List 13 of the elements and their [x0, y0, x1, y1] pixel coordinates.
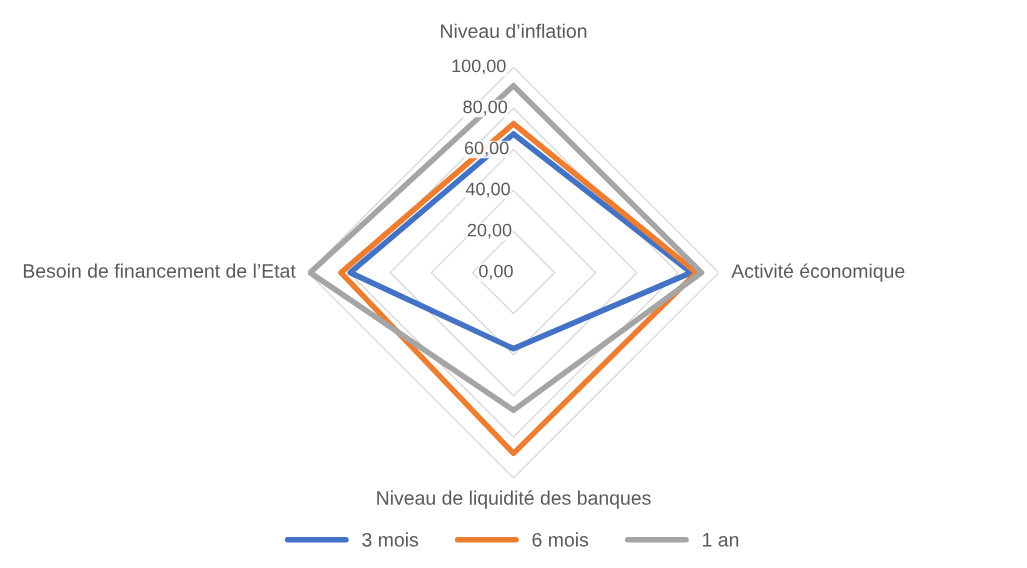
y-tick-label: 100,00 [452, 59, 506, 75]
legend-label: 3 mois [362, 532, 419, 547]
y-tick-label: 40,00 [465, 182, 510, 198]
y-tick-label: 80,00 [463, 100, 508, 116]
y-tick-label: 0,00 [479, 264, 513, 280]
spoke-label: Activité économique [731, 263, 905, 282]
spoke-label: Besoin de financement de l’Etat [23, 263, 296, 278]
spoke-label: Niveau de liquidité des banques [377, 490, 651, 509]
legend-label: 6 mois [532, 532, 589, 547]
legend-label: 1 an [703, 533, 739, 547]
spoke-label: Niveau d’inflation [441, 23, 587, 39]
y-tick-label: 20,00 [467, 223, 512, 239]
y-tick-label: 60,00 [464, 141, 509, 157]
